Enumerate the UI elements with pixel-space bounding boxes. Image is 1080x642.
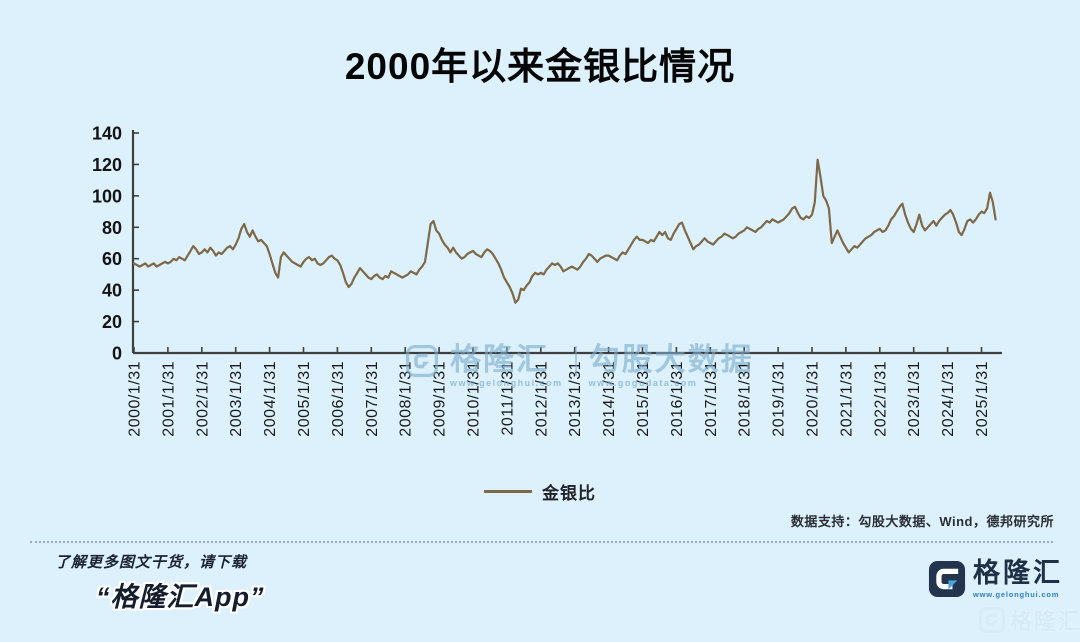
svg-text:2016/1/31: 2016/1/31 — [669, 361, 686, 437]
svg-text:2014/1/31: 2014/1/31 — [601, 361, 618, 437]
legend: 金银比 — [0, 479, 1080, 504]
svg-text:140: 140 — [92, 124, 122, 144]
svg-text:2004/1/31: 2004/1/31 — [262, 361, 279, 437]
legend-line — [484, 490, 532, 493]
svg-text:2020/1/31: 2020/1/31 — [805, 361, 822, 437]
svg-text:60: 60 — [102, 249, 122, 269]
watermark-g-icon — [406, 345, 438, 377]
svg-text:2009/1/31: 2009/1/31 — [432, 361, 449, 437]
watermark-brand: 格隆汇 — [450, 342, 549, 377]
source-note: 数据支持：勾股大数据、Wind，德邦研究所 — [790, 514, 1054, 529]
svg-text:2000/1/31: 2000/1/31 — [127, 361, 144, 437]
watermark-brand-url: www.gelonghui.com — [450, 378, 563, 388]
svg-text:2022/1/31: 2022/1/31 — [872, 361, 889, 437]
svg-text:2011/1/31: 2011/1/31 — [499, 361, 516, 436]
logo-brand: 格隆汇 — [973, 558, 1063, 588]
svg-text:2017/1/31: 2017/1/31 — [703, 361, 720, 437]
corner-watermark: 格隆汇 — [978, 604, 1080, 636]
svg-text:0: 0 — [112, 344, 122, 364]
svg-text:2023/1/31: 2023/1/31 — [906, 361, 923, 437]
svg-text:2006/1/31: 2006/1/31 — [330, 361, 347, 437]
svg-text:2007/1/31: 2007/1/31 — [364, 361, 381, 437]
footer-divider — [30, 541, 1053, 543]
svg-text:2019/1/31: 2019/1/31 — [771, 361, 788, 437]
svg-text:2013/1/31: 2013/1/31 — [567, 361, 584, 437]
watermark-partner: 勾股大数据 — [588, 342, 754, 377]
svg-text:80: 80 — [102, 218, 122, 238]
promo-text: 了解更多图文干货，请下载 — [55, 554, 248, 571]
legend-label: 金银比 — [542, 484, 596, 503]
center-watermark: 格隆汇 www.gelonghui.com 勾股大数据 www.gogudata… — [406, 344, 754, 388]
chart-title: 2000年以来金银比情况 — [344, 46, 736, 87]
svg-text:2012/1/31: 2012/1/31 — [533, 361, 550, 437]
svg-text:120: 120 — [92, 155, 122, 175]
svg-text:2010/1/31: 2010/1/31 — [466, 361, 483, 437]
gelonghui-logo: 格隆汇 www.gelonghui.com — [928, 560, 1063, 599]
app-name: “格隆汇App” — [96, 582, 265, 612]
svg-text:2002/1/31: 2002/1/31 — [194, 361, 211, 437]
logo-g-icon — [928, 560, 966, 598]
svg-text:2025/1/31: 2025/1/31 — [974, 361, 991, 437]
svg-text:100: 100 — [92, 186, 122, 206]
svg-text:2001/1/31: 2001/1/31 — [160, 361, 177, 437]
watermark-partner-url: www.gogudata.com — [588, 378, 698, 388]
svg-text:2005/1/31: 2005/1/31 — [296, 361, 313, 437]
svg-text:2024/1/31: 2024/1/31 — [940, 361, 957, 437]
corner-brand: 格隆汇 — [1009, 609, 1080, 634]
svg-text:20: 20 — [102, 312, 122, 332]
logo-url: www.gelonghui.com — [973, 590, 1060, 599]
svg-text:2015/1/31: 2015/1/31 — [635, 361, 652, 437]
svg-text:2008/1/31: 2008/1/31 — [398, 361, 415, 437]
watermark-divider — [574, 346, 577, 376]
svg-text:40: 40 — [102, 281, 122, 301]
svg-text:2018/1/31: 2018/1/31 — [737, 361, 754, 437]
svg-text:2003/1/31: 2003/1/31 — [228, 361, 245, 437]
svg-text:2021/1/31: 2021/1/31 — [838, 361, 855, 437]
corner-g-icon — [978, 607, 1005, 633]
